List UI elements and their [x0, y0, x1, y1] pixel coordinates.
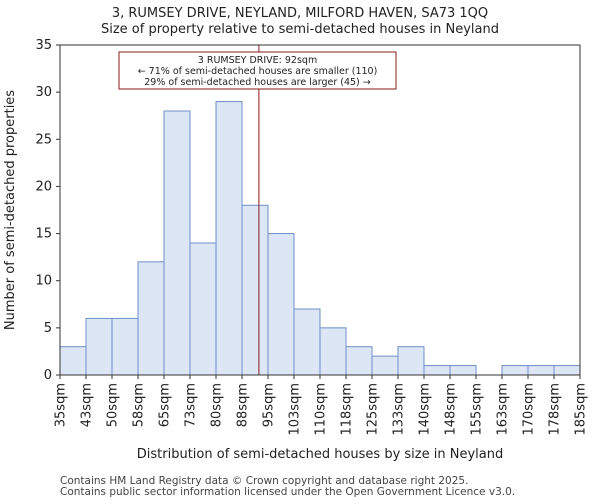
histogram-bar — [345, 346, 373, 376]
x-tick-label: 65sqm — [158, 383, 173, 427]
x-tick-label: 43sqm — [80, 383, 95, 427]
histogram-bar — [111, 317, 139, 376]
x-tick-label: 110sqm — [314, 383, 329, 436]
x-tick-label: 155sqm — [470, 383, 485, 436]
histogram-bar — [397, 346, 425, 376]
histogram-bar — [137, 261, 165, 376]
chart-title: 3, RUMSEY DRIVE, NEYLAND, MILFORD HAVEN,… — [112, 6, 488, 21]
x-tick-label: 73sqm — [184, 383, 199, 427]
x-tick-label: 103sqm — [288, 383, 303, 436]
x-tick-label: 170sqm — [522, 383, 537, 436]
y-tick-label: 35 — [35, 38, 52, 53]
annotation-box: 3 RUMSEY DRIVE: 92sqm ← 71% of semi-deta… — [118, 51, 397, 90]
histogram-bar — [423, 365, 451, 376]
histogram-bar — [449, 365, 477, 376]
annotation-frame — [118, 51, 397, 90]
histogram-bar — [371, 355, 399, 376]
x-axis-ticks: 35sqm 43sqm 50sqm 58sqm 65sqm 73sqm 80sqm 88sqm… — [54, 375, 589, 436]
footer-line-1: Contains HM Land Registry data © Crown c… — [60, 475, 468, 487]
y-tick-label: 0 — [44, 368, 52, 383]
histogram-bar — [215, 101, 243, 376]
y-tick-label: 5 — [44, 321, 52, 336]
y-tick-label: 15 — [35, 227, 52, 242]
y-tick-label: 20 — [35, 179, 52, 194]
histogram-bar — [501, 365, 529, 376]
histogram-bar — [85, 317, 113, 376]
x-tick-label: 50sqm — [106, 383, 121, 427]
y-axis-ticks: 0 5 10 15 20 25 30 35 — [35, 38, 60, 383]
y-tick-label: 30 — [35, 85, 52, 100]
plot-area: 0 5 10 15 20 25 30 35 35sqm 43sqm 50sqm 58sqm 65sqm… — [35, 38, 588, 436]
x-tick-label: 178sqm — [548, 383, 563, 436]
x-tick-label: 133sqm — [392, 383, 407, 436]
y-axis-label: Number of semi-detached properties — [3, 90, 18, 330]
x-tick-label: 35sqm — [54, 383, 69, 427]
x-tick-label: 148sqm — [444, 383, 459, 436]
annotation-line-2: ← 71% of semi-detached houses are smalle… — [138, 66, 378, 77]
histogram-bar — [241, 204, 269, 376]
x-tick-label: 88sqm — [236, 383, 251, 427]
x-tick-label: 95sqm — [262, 383, 277, 427]
x-tick-label: 118sqm — [340, 383, 355, 436]
footer-line-2: Contains public sector information licen… — [60, 486, 515, 498]
x-tick-label: 185sqm — [574, 383, 589, 436]
annotation-line-3: 29% of semi-detached houses are larger (… — [144, 77, 371, 88]
histogram-bar — [553, 365, 581, 376]
x-tick-label: 58sqm — [132, 383, 147, 427]
histogram-bar — [163, 110, 191, 376]
histogram-bar — [527, 365, 555, 376]
x-tick-label: 80sqm — [210, 383, 225, 427]
y-tick-label: 25 — [35, 132, 52, 147]
histogram-bar — [59, 346, 87, 376]
chart-subtitle: Size of property relative to semi-detach… — [101, 22, 499, 37]
x-tick-label: 163sqm — [496, 383, 511, 436]
histogram-bar — [293, 308, 321, 376]
y-tick-label: 10 — [35, 274, 52, 289]
x-tick-label: 125sqm — [366, 383, 381, 436]
histogram-bar — [267, 233, 295, 376]
histogram-bar — [319, 327, 347, 376]
histogram-bar — [189, 242, 217, 376]
x-axis-label: Distribution of semi-detached houses by … — [137, 447, 503, 462]
x-tick-label: 140sqm — [418, 383, 433, 436]
annotation-line-1: 3 RUMSEY DRIVE: 92sqm — [198, 55, 317, 66]
bars-group — [59, 101, 581, 376]
